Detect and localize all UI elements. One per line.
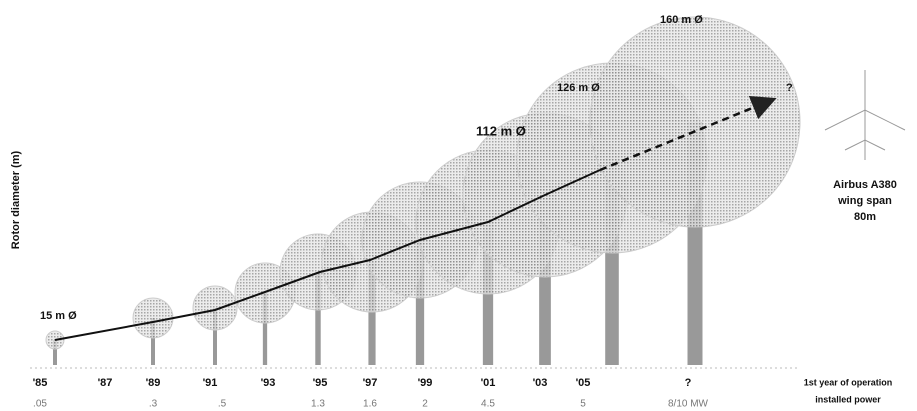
year-label: '97 (363, 377, 378, 389)
rotor (133, 298, 173, 338)
power-label: 4.5 (481, 399, 495, 410)
footer-year-label: 1st year of operation (804, 377, 893, 387)
annotation-line: wing span (837, 195, 892, 207)
year-label: '03 (533, 377, 548, 389)
year-label: '93 (261, 377, 276, 389)
year-label: ? (685, 377, 692, 389)
power-label: .5 (218, 399, 227, 410)
diameter-label: 15 m Ø (40, 310, 77, 322)
diameter-label: 112 m Ø (476, 123, 526, 138)
power-label: 2 (422, 399, 428, 410)
power-label: 1.6 (363, 399, 377, 410)
power-label: .05 (33, 399, 47, 410)
year-label: '87 (98, 377, 113, 389)
year-label: '95 (313, 377, 328, 389)
rotor-growth-diagram: Rotor diameter (m) 15 m Ø 112 m Ø 126 m … (0, 0, 917, 411)
annotation-line: 80m (854, 211, 876, 223)
power-label: 1.3 (311, 399, 325, 410)
question-mark: ? (786, 82, 793, 94)
turbines (46, 17, 800, 365)
diameter-label: 160 m Ø (660, 14, 703, 26)
airplane-sketch (825, 70, 905, 160)
year-label: '91 (203, 377, 218, 389)
annotation-line: Airbus A380 (833, 179, 897, 191)
power-label: .3 (149, 399, 158, 410)
footer-power-label: installed power (815, 394, 881, 404)
power-label: 5 (580, 399, 586, 410)
rotor (590, 17, 800, 227)
y-axis-label: Rotor diameter (m) (10, 150, 22, 249)
diameter-label: 126 m Ø (557, 82, 600, 94)
year-label: '99 (418, 377, 433, 389)
rotor (193, 286, 237, 330)
year-label: '01 (481, 377, 496, 389)
year-label: '89 (146, 377, 161, 389)
year-label: '05 (576, 377, 591, 389)
power-label: 8/10 MW (668, 399, 709, 410)
year-label: '85 (33, 377, 48, 389)
